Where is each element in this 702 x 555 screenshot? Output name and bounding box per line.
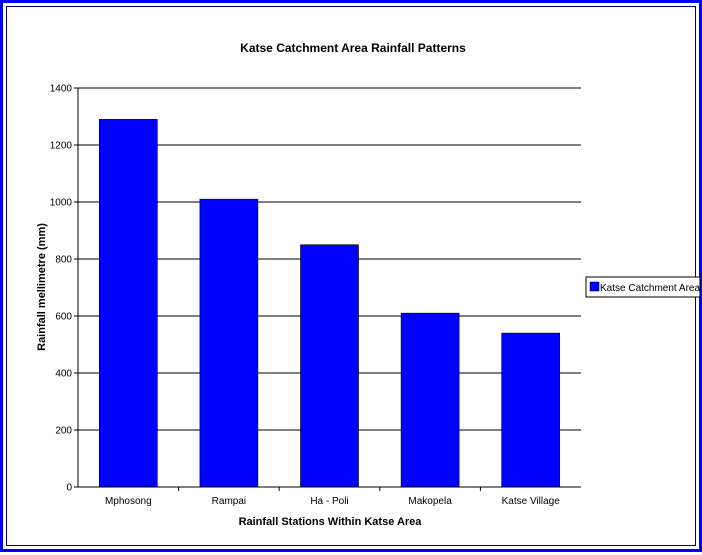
- bar: [400, 312, 460, 488]
- x-axis-label: Rainfall Stations Within Katse Area: [239, 516, 423, 528]
- chart-svg: Katse Catchment Area Rainfall Patterns 0…: [36, 41, 701, 528]
- x-tick-label: Rampai: [212, 496, 246, 507]
- y-tick-label: 200: [55, 426, 72, 437]
- x-tick-label: Makopela: [408, 496, 452, 507]
- legend-swatch: [589, 281, 600, 292]
- axes: [77, 88, 581, 488]
- x-tick-label: Katse Village: [502, 496, 561, 507]
- x-tick-label: Mphosong: [105, 496, 152, 507]
- bar: [300, 244, 359, 488]
- y-axis-label: Rainfall mellimetre (mm): [36, 223, 48, 351]
- x-tick-labels: Mphosong Rampai Ha - Poli Makopela Katse Vil…: [105, 496, 560, 507]
- bar: [501, 332, 561, 488]
- y-tick-label: 600: [55, 312, 72, 323]
- x-tick-label: Ha - Poli: [310, 496, 348, 507]
- y-tick-label: 1200: [50, 141, 73, 152]
- bar: [199, 198, 259, 488]
- y-tick-label: 800: [55, 255, 72, 266]
- legend-label: Katse Catchment Area: [600, 283, 700, 294]
- chart-title: Katse Catchment Area Rainfall Patterns: [240, 41, 466, 55]
- legend-box: [585, 276, 701, 298]
- bar: [99, 119, 158, 488]
- y-tick-label: 1400: [50, 84, 73, 95]
- bars: [99, 119, 561, 488]
- y-tick-labels: 0 200 400 600 800 1000 1200 1400: [50, 84, 73, 494]
- y-tick-label: 1000: [50, 198, 73, 209]
- y-tick-label: 400: [55, 369, 72, 380]
- y-tick-label: 0: [66, 483, 72, 494]
- legend: Katse Catchment Area: [585, 276, 701, 298]
